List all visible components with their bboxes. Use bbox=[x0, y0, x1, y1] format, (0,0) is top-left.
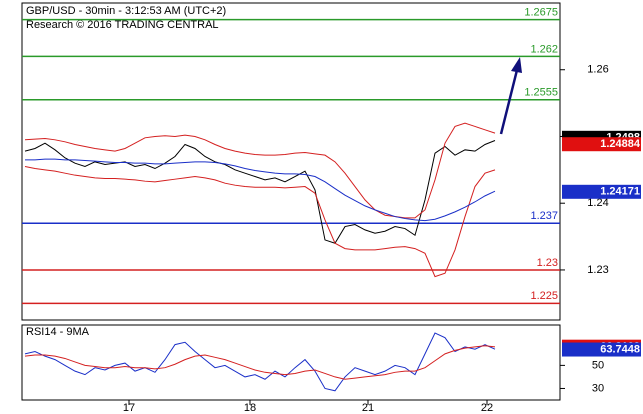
y-tick-label: 1.26 bbox=[587, 64, 608, 76]
y-tick-label: 1.24 bbox=[587, 197, 608, 209]
price-tag bbox=[562, 342, 641, 357]
price-tag bbox=[562, 184, 641, 199]
series-line bbox=[24, 345, 496, 380]
level-label: 1.23 bbox=[537, 257, 558, 269]
series-line bbox=[24, 122, 496, 219]
price-tag-label: 1.24171 bbox=[600, 186, 640, 198]
series-line bbox=[24, 332, 496, 392]
level-label: 1.262 bbox=[530, 43, 558, 55]
x-tick-label: 18 bbox=[244, 402, 256, 414]
chart-title: GBP/USD - 30min - 3:12:53 AM (UTC+2) bbox=[26, 5, 226, 17]
level-label: 1.2555 bbox=[524, 87, 558, 99]
chart-subtitle: Research © 2016 TRADING CENTRAL bbox=[26, 19, 219, 31]
projection-arrow bbox=[499, 57, 522, 135]
series-line bbox=[24, 140, 496, 244]
level-label: 1.2675 bbox=[524, 7, 558, 19]
y-tick-label: 50 bbox=[592, 359, 604, 371]
price-tag-label: 1.24884 bbox=[600, 138, 641, 150]
y-tick-label: 30 bbox=[592, 382, 604, 394]
series-line bbox=[25, 158, 496, 222]
x-tick-label: 21 bbox=[362, 402, 374, 414]
price-tag bbox=[562, 137, 641, 152]
rsi-title: RSI14 - 9MA bbox=[26, 326, 90, 338]
level-label: 1.225 bbox=[530, 290, 558, 302]
x-tick-label: 17 bbox=[123, 402, 135, 414]
x-tick-label: 22 bbox=[481, 402, 493, 414]
price-tag-label: 63.7448 bbox=[600, 343, 640, 355]
rsi-panel bbox=[21, 324, 561, 401]
series-line bbox=[24, 166, 496, 278]
level-label: 1.237 bbox=[530, 210, 558, 222]
y-tick-label: 1.23 bbox=[587, 264, 608, 276]
